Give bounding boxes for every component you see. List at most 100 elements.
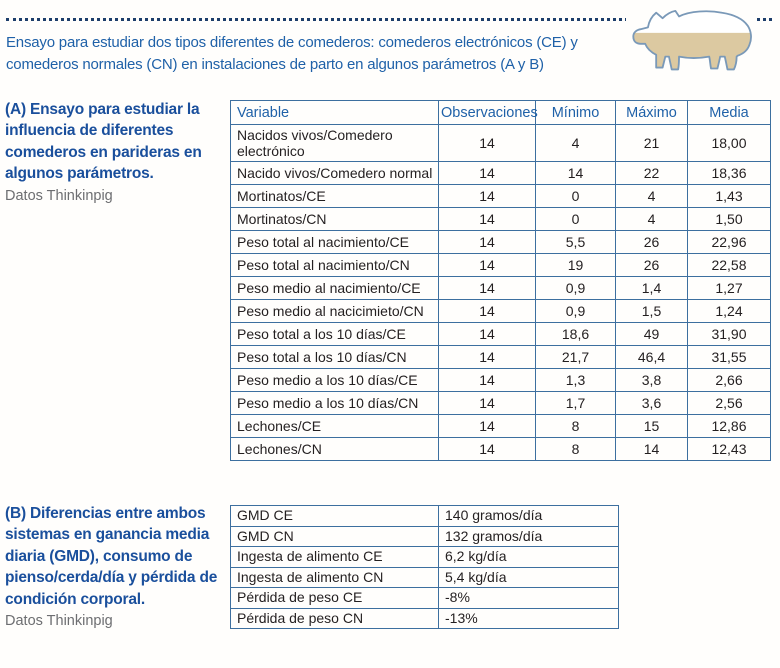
table-row: Ingesta de alimento CN 5,4 kg/día xyxy=(230,566,619,588)
value-cell: 14 xyxy=(438,322,536,347)
value-cell: 6,2 kg/día xyxy=(438,546,619,568)
value-cell: 0 xyxy=(535,207,616,232)
value-cell: 18,36 xyxy=(687,161,771,186)
table-row: Peso medio a los 10 días/CN 14 1,7 3,6 2,56 xyxy=(230,391,771,416)
section-a-caption: (A) Ensayo para estudiar la influencia d… xyxy=(5,99,225,204)
value-cell: 14 xyxy=(438,437,536,462)
value-cell: 14 xyxy=(438,276,536,301)
table-row: Peso medio al nacicimieto/CN 14 0,9 1,5 1,24 xyxy=(230,299,771,324)
row-label-cell: Lechones/CE xyxy=(230,414,439,439)
value-cell: 22,58 xyxy=(687,253,771,278)
row-label-cell: Ingesta de alimento CN xyxy=(230,566,439,588)
table-row: Pérdida de peso CE -8% xyxy=(230,587,619,609)
value-cell: 22,96 xyxy=(687,230,771,255)
row-label-cell: Peso medio al nacicimieto/CN xyxy=(230,299,439,324)
value-cell: 49 xyxy=(615,322,688,347)
row-label-cell: Mortinatos/CN xyxy=(230,207,439,232)
parameters-table: Variable Observaciones Mínimo Máximo Media N… xyxy=(230,100,771,462)
table-row: Ingesta de alimento CE 6,2 kg/día xyxy=(230,546,619,568)
section-a-heading: (A) Ensayo para estudiar la influencia d… xyxy=(5,101,202,183)
value-cell: 14 xyxy=(438,368,536,393)
value-cell: 14 xyxy=(438,230,536,255)
value-cell: 14 xyxy=(535,161,616,186)
column-header: Variable xyxy=(230,100,439,125)
row-label-cell: Pérdida de peso CE xyxy=(230,587,439,609)
row-label-cell: Peso total a los 10 días/CE xyxy=(230,322,439,347)
parameters-table-body: Nacidos vivos/Comedero electrónico 14 4 21 1… xyxy=(230,123,771,462)
table-row: Peso total al nacimiento/CN 14 19 26 22,58 xyxy=(230,253,771,278)
value-cell: 14 xyxy=(438,161,536,186)
row-label-cell: Ingesta de alimento CE xyxy=(230,546,439,568)
row-label-cell: Peso medio a los 10 días/CN xyxy=(230,391,439,416)
row-label-cell: Peso total al nacimiento/CN xyxy=(230,253,439,278)
table-row: Mortinatos/CE 14 0 4 1,43 xyxy=(230,184,771,209)
row-label-cell: GMD CE xyxy=(230,505,439,527)
value-cell: 8 xyxy=(535,414,616,439)
value-cell: 14 xyxy=(615,437,688,462)
value-cell: 1,50 xyxy=(687,207,771,232)
value-cell: 0,9 xyxy=(535,299,616,324)
value-cell: 18,6 xyxy=(535,322,616,347)
value-cell: 2,66 xyxy=(687,368,771,393)
value-cell: 46,4 xyxy=(615,345,688,370)
table-row: Mortinatos/CN 14 0 4 1,50 xyxy=(230,207,771,232)
value-cell: 31,90 xyxy=(687,322,771,347)
value-cell: 140 gramos/día xyxy=(438,505,619,527)
section-b-heading: (B) Diferencias entre ambos sistemas en … xyxy=(5,505,218,608)
row-label-cell: Nacido vivos/Comedero normal xyxy=(230,161,439,186)
column-header: Máximo xyxy=(615,100,688,125)
gmd-table: GMD CE 140 gramos/día GMD CN 132 gramos/día… xyxy=(230,505,619,629)
table-row: Peso total a los 10 días/CE 14 18,6 49 31,90 xyxy=(230,322,771,347)
pig-icon xyxy=(626,5,754,79)
value-cell: 18,00 xyxy=(687,123,771,163)
column-header: Observaciones xyxy=(438,100,538,125)
table-row: Lechones/CN 14 8 14 12,43 xyxy=(230,437,771,462)
value-cell: 14 xyxy=(438,253,536,278)
table-row: Peso total al nacimiento/CE 14 5,5 26 22,96 xyxy=(230,230,771,255)
gmd-table-body: GMD CE 140 gramos/día GMD CN 132 gramos/día… xyxy=(230,505,619,629)
table-row: Peso medio a los 10 días/CE 14 1,3 3,8 2,66 xyxy=(230,368,771,393)
dotted-divider xyxy=(6,18,772,21)
table-row: Pérdida de peso CN -13% xyxy=(230,607,619,629)
value-cell: 4 xyxy=(535,123,616,163)
value-cell: 132 gramos/día xyxy=(438,525,619,547)
table-row: GMD CN 132 gramos/día xyxy=(230,525,619,547)
value-cell: 26 xyxy=(615,253,688,278)
row-label-cell: Nacidos vivos/Comedero electrónico xyxy=(230,123,439,163)
value-cell: 12,86 xyxy=(687,414,771,439)
value-cell: 1,27 xyxy=(687,276,771,301)
value-cell: 3,8 xyxy=(615,368,688,393)
value-cell: 5,5 xyxy=(535,230,616,255)
value-cell: 31,55 xyxy=(687,345,771,370)
value-cell: 1,5 xyxy=(615,299,688,324)
value-cell: 0 xyxy=(535,184,616,209)
row-label-cell: Peso medio a los 10 días/CE xyxy=(230,368,439,393)
table-row: GMD CE 140 gramos/día xyxy=(230,505,619,527)
value-cell: 1,7 xyxy=(535,391,616,416)
value-cell: -8% xyxy=(438,587,619,609)
value-cell: 26 xyxy=(615,230,688,255)
value-cell: 4 xyxy=(615,184,688,209)
value-cell: 1,3 xyxy=(535,368,616,393)
value-cell: 1,4 xyxy=(615,276,688,301)
section-a-source: Datos Thinkinpig xyxy=(5,187,113,204)
value-cell: 12,43 xyxy=(687,437,771,462)
value-cell: 14 xyxy=(438,207,536,232)
value-cell: 14 xyxy=(438,184,536,209)
value-cell: 14 xyxy=(438,123,536,163)
value-cell: 5,4 kg/día xyxy=(438,566,619,588)
value-cell: 14 xyxy=(438,391,536,416)
value-cell: 14 xyxy=(438,299,536,324)
value-cell: 14 xyxy=(438,345,536,370)
table-row: Peso total a los 10 días/CN 14 21,7 46,4 31,… xyxy=(230,345,771,370)
table-row: Peso medio al nacimiento/CE 14 0,9 1,4 1,27 xyxy=(230,276,771,301)
row-label-cell: Peso medio al nacimiento/CE xyxy=(230,276,439,301)
value-cell: 14 xyxy=(438,414,536,439)
value-cell: 3,6 xyxy=(615,391,688,416)
table-row: Nacidos vivos/Comedero electrónico 14 4 21 1… xyxy=(230,123,771,163)
table-row: Nacido vivos/Comedero normal 14 14 22 18,36 xyxy=(230,161,771,186)
value-cell: 19 xyxy=(535,253,616,278)
value-cell: 21 xyxy=(615,123,688,163)
value-cell: 21,7 xyxy=(535,345,616,370)
page-title: Ensayo para estudiar dos tipos diferente… xyxy=(6,34,578,73)
